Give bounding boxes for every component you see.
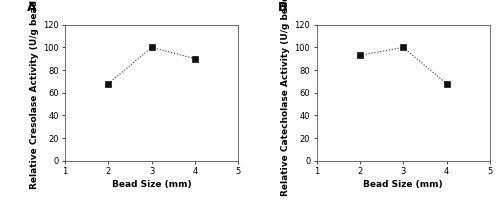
Y-axis label: Relative Catecholase Activity (U/g bead): Relative Catecholase Activity (U/g bead) xyxy=(282,0,290,195)
X-axis label: Bead Size (mm): Bead Size (mm) xyxy=(112,180,192,189)
X-axis label: Bead Size (mm): Bead Size (mm) xyxy=(364,180,443,189)
Y-axis label: Relative Cresolase Activity (U/g bead): Relative Cresolase Activity (U/g bead) xyxy=(30,0,39,189)
Text: A: A xyxy=(27,1,36,14)
Text: B: B xyxy=(278,1,288,14)
